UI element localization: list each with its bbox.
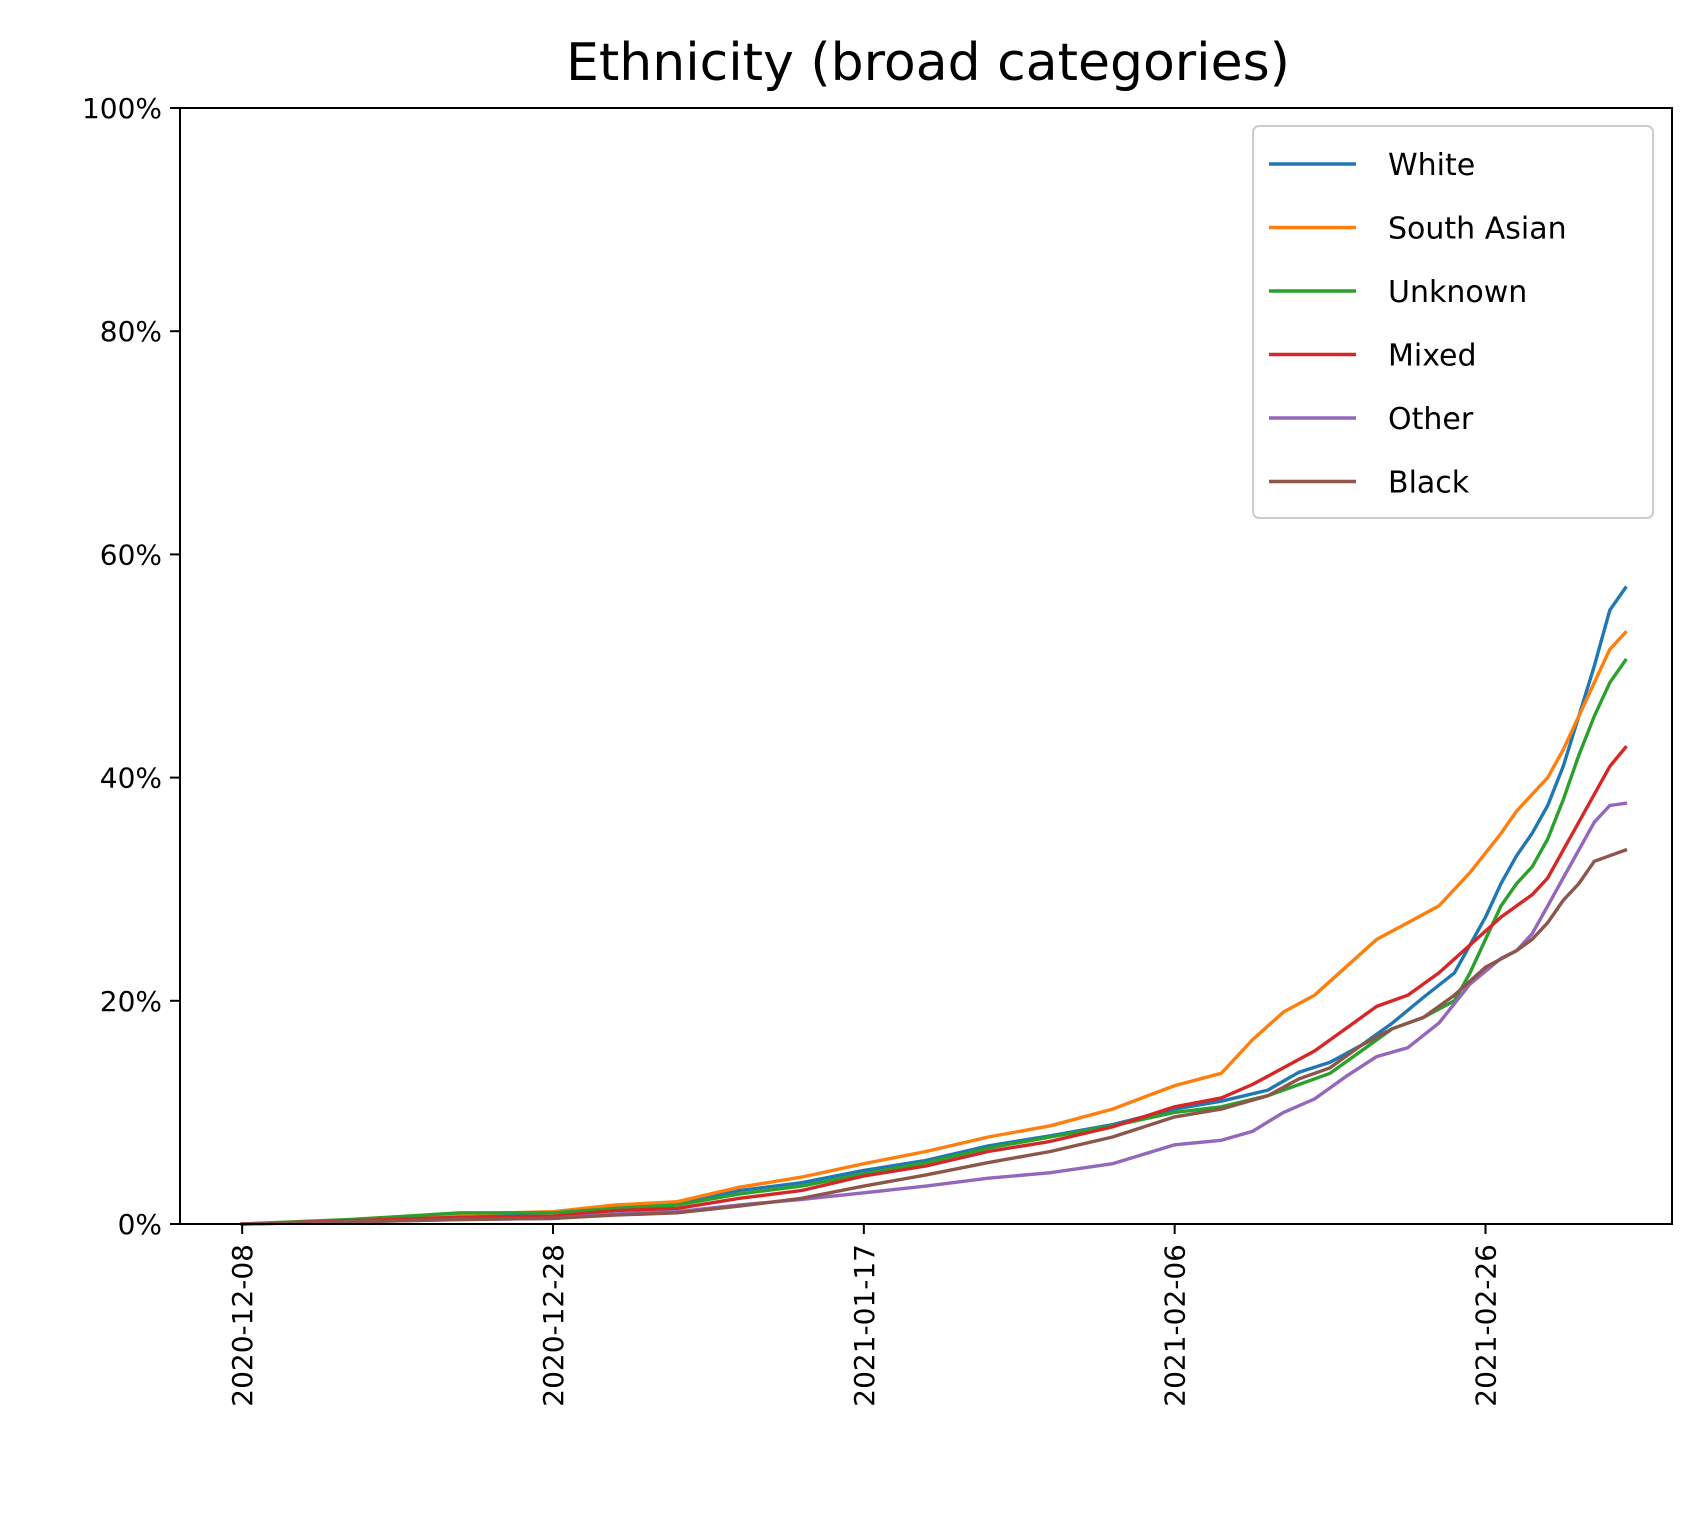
series-line-mixed bbox=[240, 745, 1628, 1226]
legend-label-unknown: Unknown bbox=[1388, 275, 1527, 310]
series-line-unknown bbox=[240, 658, 1628, 1226]
y-tick-label: 80% bbox=[100, 315, 162, 348]
series-layer bbox=[240, 585, 1628, 1226]
legend-label-mixed: Mixed bbox=[1388, 339, 1477, 374]
y-tick-label: 0% bbox=[118, 1208, 162, 1241]
x-tick-label: 2020-12-28 bbox=[537, 1244, 570, 1407]
x-tick-label: 2021-02-06 bbox=[1159, 1244, 1192, 1407]
y-tick-label: 20% bbox=[100, 985, 162, 1018]
x-tick-label: 2021-01-17 bbox=[848, 1244, 881, 1407]
y-tick-label: 60% bbox=[100, 538, 162, 571]
legend-label-black: Black bbox=[1388, 466, 1470, 501]
x-tick-label: 2020-12-08 bbox=[226, 1244, 259, 1407]
y-axis: 0% 20% 40% 60% 80% 100% bbox=[82, 92, 180, 1241]
y-tick-label: 100% bbox=[82, 92, 162, 125]
legend-box bbox=[1252, 125, 1654, 519]
x-tick-label: 2021-02-26 bbox=[1470, 1244, 1503, 1407]
series-line-black bbox=[240, 847, 1628, 1226]
plot-frame bbox=[179, 107, 1673, 1225]
chart-title: Ethnicity (broad categories) bbox=[566, 33, 1290, 93]
series-line-south-asian bbox=[240, 630, 1628, 1226]
x-axis: 2020-12-08 2020-12-28 2021-01-17 2021-02-06… bbox=[226, 1224, 1503, 1407]
legend-label-other: Other bbox=[1388, 402, 1474, 437]
legend: White South Asian Unknown Mixed Other Black bbox=[1252, 125, 1654, 519]
legend-label-white: White bbox=[1388, 148, 1475, 183]
y-tick-label: 40% bbox=[100, 762, 162, 795]
legend-label-south-asian: South Asian bbox=[1388, 212, 1567, 247]
